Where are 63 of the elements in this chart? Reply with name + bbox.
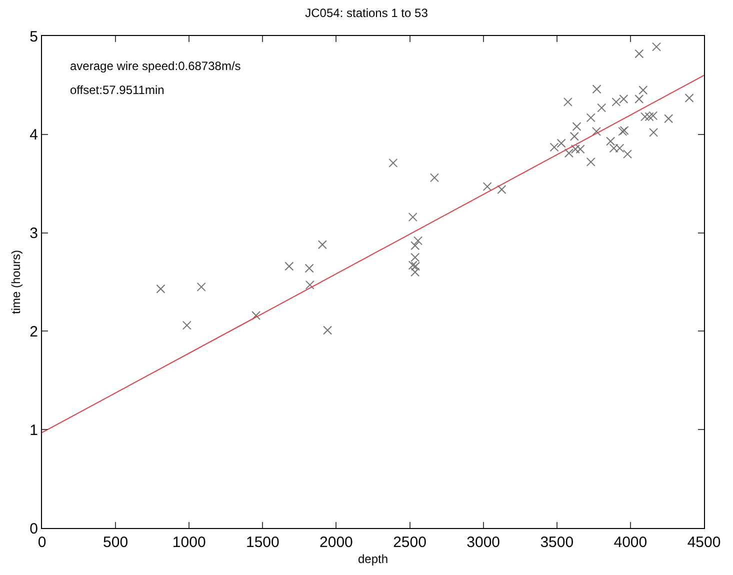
point — [634, 49, 644, 58]
point — [684, 93, 694, 102]
x-tick-label: 500 — [103, 534, 128, 551]
point — [572, 122, 582, 132]
point — [414, 236, 423, 246]
point — [638, 86, 648, 95]
point — [592, 126, 601, 136]
y-tick-label: 3 — [30, 225, 38, 242]
point — [408, 260, 418, 270]
point — [644, 112, 654, 122]
x-axis-title: depth — [358, 552, 388, 566]
y-tick-label: 4 — [30, 126, 38, 144]
point — [305, 280, 314, 290]
point — [182, 320, 192, 330]
point — [318, 240, 327, 250]
point — [634, 94, 644, 104]
point — [586, 157, 596, 166]
point — [430, 173, 439, 182]
y-tick-label: 1 — [30, 422, 38, 439]
x-tick-label: 4000 — [614, 534, 648, 551]
point — [252, 310, 261, 320]
y-tick-label: 2 — [30, 323, 38, 340]
point — [408, 212, 418, 222]
point — [586, 113, 596, 122]
point — [411, 262, 420, 271]
point — [664, 114, 674, 124]
point — [196, 282, 206, 292]
point — [563, 97, 572, 106]
point — [497, 185, 506, 194]
point — [570, 144, 580, 154]
point — [649, 128, 658, 137]
annotation: average wire speed:0.68738m/s — [70, 59, 241, 73]
y-tick-label: 5 — [30, 28, 38, 46]
point — [304, 264, 314, 273]
x-tick-label: 1500 — [246, 534, 280, 551]
point — [550, 142, 559, 152]
point — [410, 241, 420, 250]
y-tick-label: 0 — [30, 520, 38, 538]
x-tick-label: 1000 — [172, 534, 206, 551]
point — [592, 84, 602, 94]
y-axis-title: time (hours) — [8, 250, 23, 314]
point — [323, 326, 332, 335]
x-tick-label: 3000 — [466, 534, 500, 551]
point — [576, 144, 585, 154]
point — [623, 150, 632, 159]
point — [482, 182, 492, 192]
point — [410, 268, 420, 277]
point — [410, 252, 420, 262]
point — [564, 148, 574, 158]
point — [156, 284, 166, 294]
x-tick-label: 2500 — [393, 534, 426, 551]
point — [652, 42, 661, 52]
point — [597, 103, 606, 112]
x-tick-label: 4500 — [687, 534, 721, 551]
point — [388, 158, 398, 168]
x-tick-label: 3500 — [540, 534, 574, 551]
x-tick-label: 2000 — [320, 534, 353, 551]
annotation: offset:57.9511min — [70, 83, 164, 97]
point — [570, 132, 579, 141]
point — [606, 136, 616, 146]
chart-title: JC054: stations 1 to 53 — [305, 6, 428, 20]
point — [284, 262, 294, 271]
point — [556, 138, 566, 148]
